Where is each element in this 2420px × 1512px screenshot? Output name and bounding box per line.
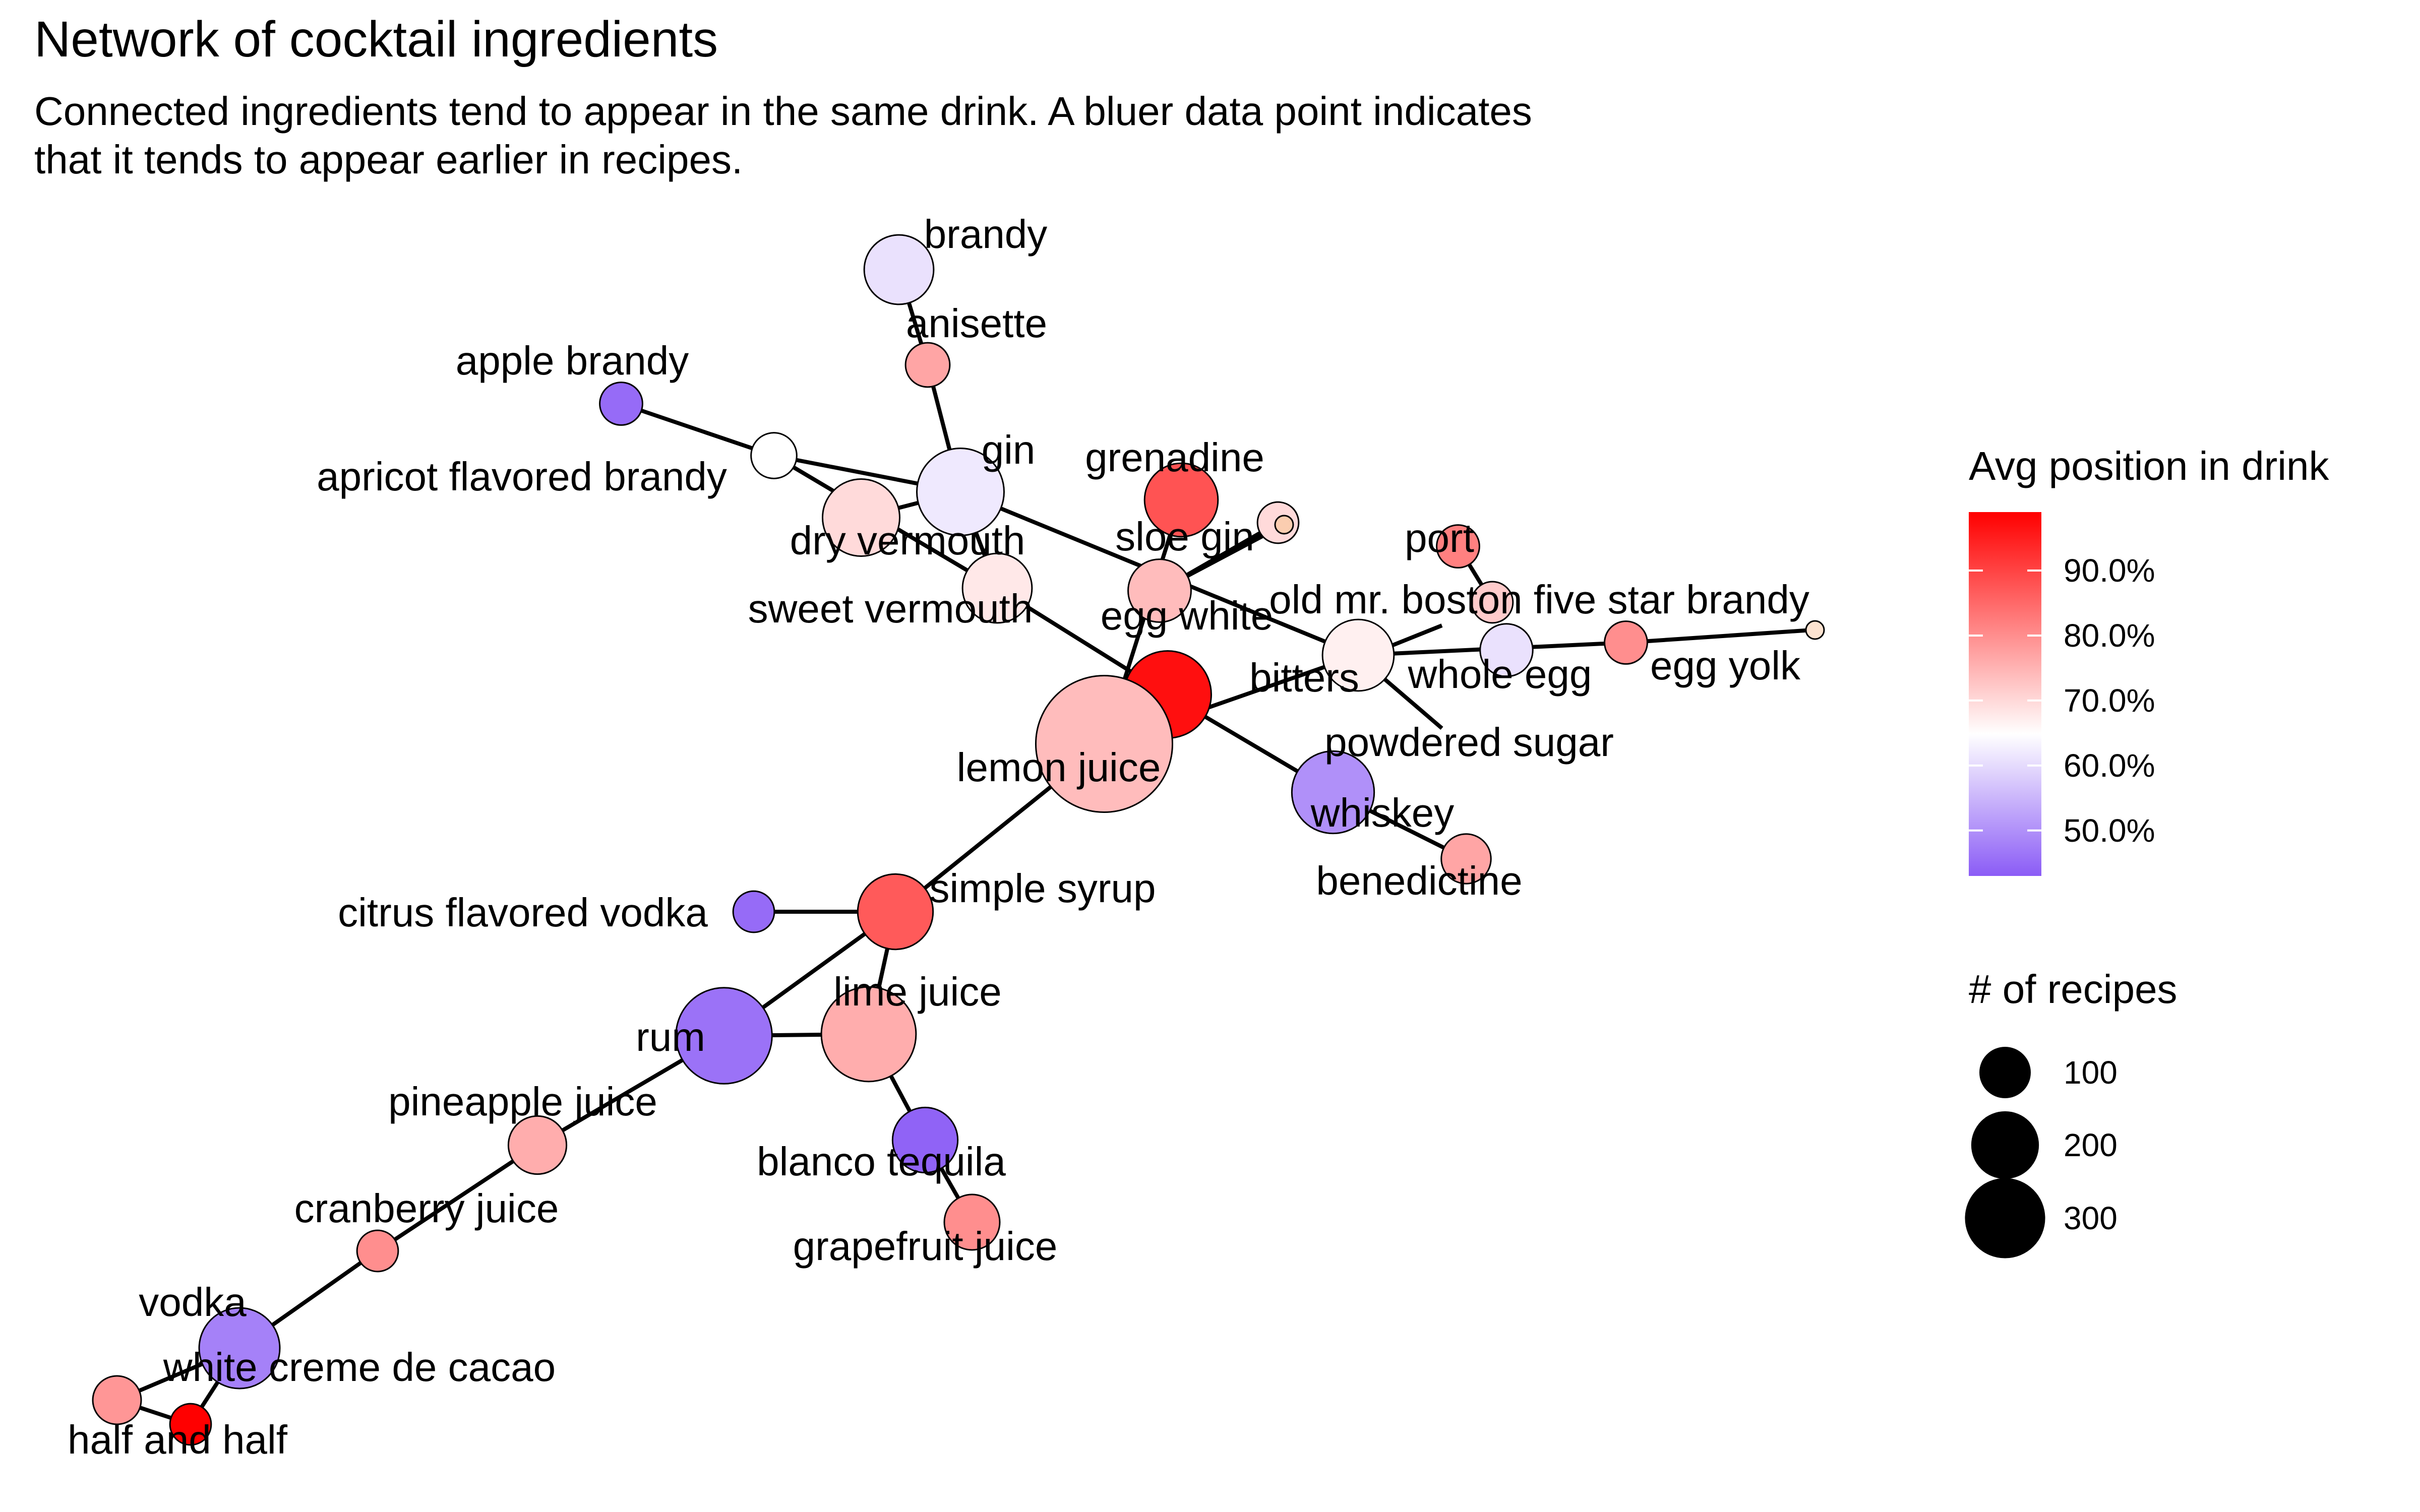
size-legend-label: 300	[2064, 1200, 2118, 1236]
node-anisette	[904, 342, 951, 388]
node-old-mr-boston	[1471, 581, 1514, 624]
node-cranberry-juice	[356, 1229, 399, 1273]
node-label-cranberry-juice: cranberry juice	[294, 1186, 559, 1231]
size-legend-dot	[1965, 1178, 2045, 1258]
node-port	[1436, 524, 1480, 569]
node-label-benedictine: benedictine	[1316, 858, 1522, 903]
chart-title: Network of cocktail ingredients	[34, 11, 718, 68]
network-labels: brandy anisette apple brandy apricot flavor…	[68, 212, 1809, 1462]
size-legend: # of recipes 100 200 300	[1965, 967, 2177, 1258]
node-label-sweet-vermouth: sweet vermouth	[748, 586, 1033, 631]
node-lime-juice	[820, 986, 917, 1083]
node-blanco-tequila	[891, 1106, 959, 1174]
node-egg-yolk	[1604, 620, 1648, 665]
node-label-egg-yolk: egg yolk	[1650, 643, 1801, 688]
node-white-creme	[92, 1375, 142, 1425]
node-label-lemon-juice: lemon juice	[957, 745, 1161, 790]
node-apple-brandy	[599, 382, 643, 426]
node-label-gin: gin	[982, 427, 1036, 472]
color-legend: Avg position in drink 90.0% 80.0% 70.0% 60.…	[1969, 444, 2329, 876]
node-endpoint-1	[1805, 620, 1825, 640]
size-legend-label: 200	[2064, 1127, 2118, 1163]
node-label-grapefruit-juice: grapefruit juice	[793, 1224, 1058, 1269]
node-label-anisette: anisette	[906, 301, 1047, 346]
node-dry-vermouth	[821, 478, 901, 557]
size-legend-dot	[1971, 1111, 2039, 1179]
node-label-dry-vermouth: dry vermouth	[790, 518, 1025, 563]
node-pineapple-juice	[507, 1115, 568, 1175]
chart-subtitle-line-1: Connected ingredients tend to appear in …	[34, 89, 1532, 134]
color-tick-label: 70.0%	[2064, 682, 2155, 719]
color-tick-label: 50.0%	[2064, 812, 2155, 849]
node-label-half-and-half: half and half	[68, 1417, 288, 1462]
node-label-sloe-gin: sloe gin	[1115, 514, 1254, 559]
node-lemon-juice	[1035, 674, 1174, 813]
node-whiskey	[1291, 750, 1375, 835]
network-nodes	[92, 234, 1825, 1446]
size-legend-title: # of recipes	[1969, 967, 2177, 1012]
node-label-simple-syrup: simple syrup	[929, 866, 1156, 911]
node-simple-syrup	[857, 873, 934, 951]
node-gin	[916, 448, 1005, 536]
node-egg-white	[1127, 558, 1192, 623]
node-grenadine	[1143, 462, 1219, 538]
node-label-pineapple-juice: pineapple juice	[388, 1079, 657, 1124]
edge-pineapple_juice-cranberry_juice	[376, 1143, 539, 1253]
node-label-bitters: bitters	[1249, 655, 1359, 700]
node-label-powdered-sugar: powdered sugar	[1324, 720, 1614, 765]
node-apricot	[750, 432, 798, 479]
node-label-egg-white: egg white	[1101, 593, 1273, 638]
color-tick-label: 60.0%	[2064, 747, 2155, 784]
edge-segment-5	[1625, 628, 1812, 645]
node-label-lime-juice: lime juice	[833, 969, 1001, 1014]
color-tick-label: 80.0%	[2064, 617, 2155, 654]
size-legend-label: 100	[2064, 1054, 2118, 1091]
node-rum	[675, 987, 773, 1085]
chart-subtitle-line-2: that it tends to appear earlier in recip…	[34, 137, 743, 182]
color-legend-title: Avg position in drink	[1969, 444, 2329, 488]
node-label-whole-egg: whole egg	[1408, 652, 1592, 697]
node-powdered-sugar	[1321, 618, 1395, 692]
node-label-apple-brandy: apple brandy	[456, 338, 689, 383]
node-label-apricot: apricot flavored brandy	[317, 454, 727, 499]
size-legend-dot	[1979, 1047, 2031, 1098]
node-label-port: port	[1405, 516, 1474, 560]
node-label-brandy: brandy	[924, 212, 1048, 257]
node-whole-egg	[1479, 623, 1534, 677]
node-label-vodka: vodka	[139, 1280, 247, 1325]
color-tick-label: 90.0%	[2064, 552, 2155, 589]
node-label-white-creme: white creme de cacao	[163, 1345, 556, 1390]
node-label-whiskey: whiskey	[1310, 790, 1455, 835]
node-endpoint-0	[1274, 515, 1294, 535]
node-grapefruit-juice	[943, 1193, 1001, 1251]
node-label-grenadine: grenadine	[1085, 435, 1264, 480]
node-brandy	[863, 234, 935, 305]
node-vodka	[198, 1307, 281, 1390]
node-sweet-vermouth	[961, 552, 1033, 624]
node-benedictine	[1440, 833, 1492, 885]
node-label-old-mr-boston: old mr. boston five star brandy	[1269, 577, 1809, 622]
color-legend-bar	[1969, 512, 2041, 876]
node-citrus-vodka	[732, 890, 775, 933]
node-half-and-half	[169, 1403, 212, 1446]
node-label-blanco-tequila: blanco tequila	[757, 1139, 1006, 1184]
node-label-citrus-vodka: citrus flavored vodka	[338, 890, 708, 935]
edge-apple_brandy-apricot	[620, 402, 775, 458]
node-label-rum: rum	[636, 1015, 705, 1059]
